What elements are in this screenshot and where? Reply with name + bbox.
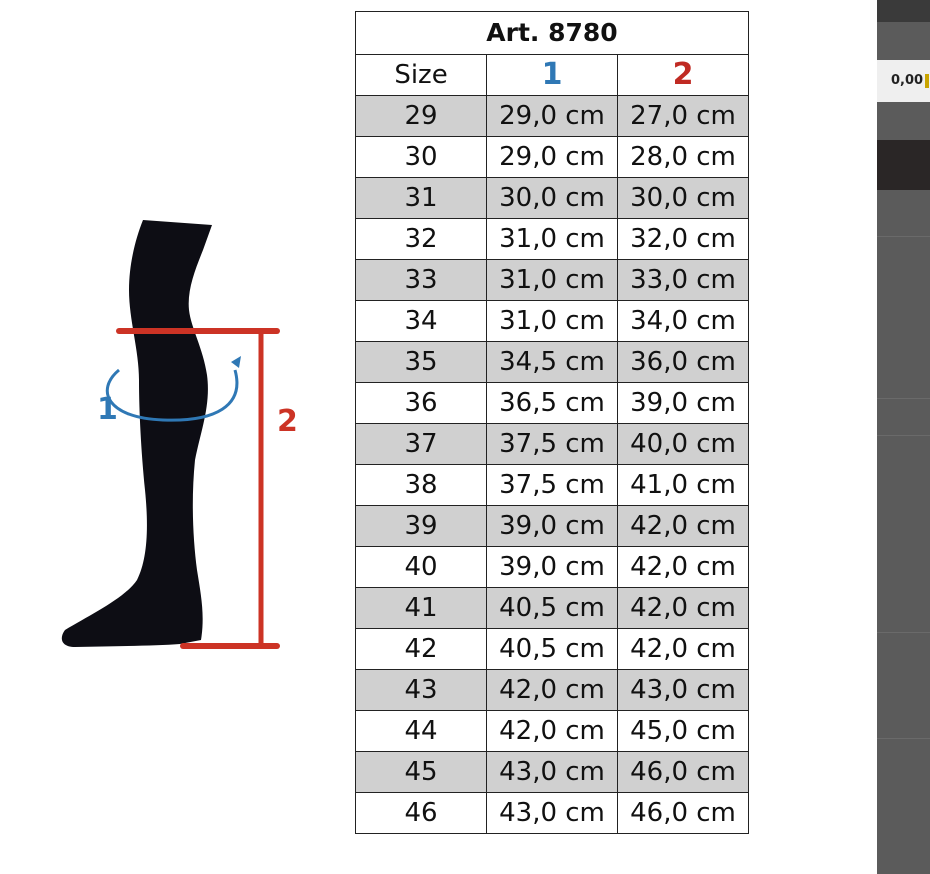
leg-measurement-illustration xyxy=(61,220,280,649)
measure-2-cell: 28,0 cm xyxy=(617,136,749,178)
size-cell: 42 xyxy=(355,628,487,670)
size-cell: 37 xyxy=(355,423,487,465)
measure-2-cell: 46,0 cm xyxy=(617,792,749,834)
side-panel-divider xyxy=(877,738,930,739)
side-panel-divider xyxy=(877,632,930,633)
table-row: 30 29,0 cm 28,0 cm xyxy=(355,136,749,178)
table-row: 41 40,5 cm 42,0 cm xyxy=(355,587,749,629)
measure-1-cell: 39,0 cm xyxy=(486,546,618,588)
size-cell: 34 xyxy=(355,300,487,342)
measure-2-cell: 36,0 cm xyxy=(617,341,749,383)
table-row: 32 31,0 cm 32,0 cm xyxy=(355,218,749,260)
height-label: 2 xyxy=(277,404,298,439)
circumference-arc xyxy=(105,368,239,422)
size-cell: 29 xyxy=(355,95,487,137)
measure-2-cell: 42,0 cm xyxy=(617,587,749,629)
size-cell: 39 xyxy=(355,505,487,547)
table-row: 31 30,0 cm 30,0 cm xyxy=(355,177,749,219)
size-cell: 32 xyxy=(355,218,487,260)
measure-1-cell: 39,0 cm xyxy=(486,505,618,547)
table-title-row: Art. 8780 xyxy=(355,11,749,55)
measure-2-cell: 41,0 cm xyxy=(617,464,749,506)
header-size: Size xyxy=(355,54,487,96)
measure-1-cell: 37,5 cm xyxy=(486,464,618,506)
measure-1-cell: 34,5 cm xyxy=(486,341,618,383)
table-header-row: Size 1 2 xyxy=(355,54,749,96)
side-panel-header xyxy=(877,0,930,22)
article-number: Art. 8780 xyxy=(355,11,749,55)
table-row: 29 29,0 cm 27,0 cm xyxy=(355,95,749,137)
measure-2-cell: 46,0 cm xyxy=(617,751,749,793)
size-chart-table: Art. 8780 Size 1 2 29 29,0 cm 27,0 cm 30 29,… xyxy=(355,11,749,834)
measure-2-cell: 27,0 cm xyxy=(617,95,749,137)
table-row: 38 37,5 cm 41,0 cm xyxy=(355,464,749,506)
leg-silhouette-icon xyxy=(61,220,212,647)
measure-2-cell: 45,0 cm xyxy=(617,710,749,752)
size-cell: 40 xyxy=(355,546,487,588)
measure-2-cell: 42,0 cm xyxy=(617,546,749,588)
measure-2-cell: 42,0 cm xyxy=(617,628,749,670)
side-panel-divider xyxy=(877,435,930,436)
side-panel: 0,00 xyxy=(877,0,930,874)
side-panel-dark-band xyxy=(877,140,930,190)
measure-1-cell: 29,0 cm xyxy=(486,136,618,178)
measure-1-cell: 42,0 cm xyxy=(486,710,618,752)
measure-2-cell: 30,0 cm xyxy=(617,177,749,219)
measure-1-cell: 42,0 cm xyxy=(486,669,618,711)
side-panel-divider xyxy=(877,236,930,237)
table-row: 43 42,0 cm 43,0 cm xyxy=(355,669,749,711)
size-cell: 46 xyxy=(355,792,487,834)
measure-1-cell: 31,0 cm xyxy=(486,259,618,301)
measure-1-cell: 29,0 cm xyxy=(486,95,618,137)
measure-2-cell: 33,0 cm xyxy=(617,259,749,301)
measure-2-cell: 40,0 cm xyxy=(617,423,749,465)
measure-1-cell: 40,5 cm xyxy=(486,628,618,670)
table-row: 34 31,0 cm 34,0 cm xyxy=(355,300,749,342)
header-measure-2: 2 xyxy=(617,54,749,96)
table-row: 36 36,5 cm 39,0 cm xyxy=(355,382,749,424)
measure-2-cell: 43,0 cm xyxy=(617,669,749,711)
table-row: 35 34,5 cm 36,0 cm xyxy=(355,341,749,383)
measure-1-cell: 43,0 cm xyxy=(486,751,618,793)
side-panel-divider xyxy=(877,398,930,399)
size-cell: 36 xyxy=(355,382,487,424)
measure-2-cell: 42,0 cm xyxy=(617,505,749,547)
measure-2-cell: 34,0 cm xyxy=(617,300,749,342)
measure-1-cell: 31,0 cm xyxy=(486,218,618,260)
measure-2-cell: 39,0 cm xyxy=(617,382,749,424)
measure-1-cell: 40,5 cm xyxy=(486,587,618,629)
table-row: 45 43,0 cm 46,0 cm xyxy=(355,751,749,793)
size-cell: 38 xyxy=(355,464,487,506)
header-measure-1: 1 xyxy=(486,54,618,96)
circumference-arrow-icon xyxy=(231,356,241,368)
measure-1-cell: 36,5 cm xyxy=(486,382,618,424)
measure-1-cell: 43,0 cm xyxy=(486,792,618,834)
size-cell: 45 xyxy=(355,751,487,793)
size-rows: 29 29,0 cm 27,0 cm 30 29,0 cm 28,0 cm 31 30,0 c… xyxy=(355,95,749,834)
size-cell: 31 xyxy=(355,177,487,219)
table-row: 37 37,5 cm 40,0 cm xyxy=(355,423,749,465)
size-cell: 35 xyxy=(355,341,487,383)
table-row: 40 39,0 cm 42,0 cm xyxy=(355,546,749,588)
size-cell: 44 xyxy=(355,710,487,752)
table-row: 39 39,0 cm 42,0 cm xyxy=(355,505,749,547)
circumference-label: 1 xyxy=(97,392,118,427)
table-row: 44 42,0 cm 45,0 cm xyxy=(355,710,749,752)
size-cell: 33 xyxy=(355,259,487,301)
size-cell: 43 xyxy=(355,669,487,711)
table-row: 42 40,5 cm 42,0 cm xyxy=(355,628,749,670)
table-row: 46 43,0 cm 46,0 cm xyxy=(355,792,749,834)
table-row: 33 31,0 cm 33,0 cm xyxy=(355,259,749,301)
size-cell: 30 xyxy=(355,136,487,178)
measure-1-cell: 37,5 cm xyxy=(486,423,618,465)
measure-1-cell: 30,0 cm xyxy=(486,177,618,219)
size-cell: 41 xyxy=(355,587,487,629)
measure-2-cell: 32,0 cm xyxy=(617,218,749,260)
side-panel-price[interactable]: 0,00 xyxy=(877,60,930,102)
measure-1-cell: 31,0 cm xyxy=(486,300,618,342)
